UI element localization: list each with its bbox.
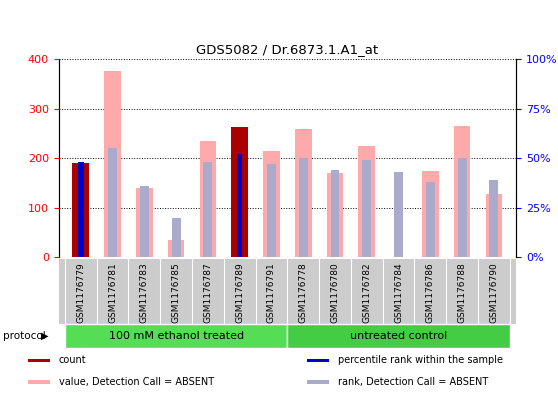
Bar	[104, 72, 121, 257]
Bar	[295, 129, 311, 257]
Bar	[307, 380, 329, 384]
Text: count: count	[59, 355, 86, 365]
Title: GDS5082 / Dr.6873.1.A1_at: GDS5082 / Dr.6873.1.A1_at	[196, 43, 378, 56]
Text: untreated control: untreated control	[350, 331, 447, 341]
Bar	[422, 171, 439, 257]
Text: GSM1176791: GSM1176791	[267, 263, 276, 323]
Text: GSM1176779: GSM1176779	[76, 263, 85, 323]
Bar	[73, 163, 89, 257]
Text: GSM1176786: GSM1176786	[426, 263, 435, 323]
Text: GSM1176790: GSM1176790	[489, 263, 498, 323]
Bar	[140, 186, 149, 257]
Text: GSM1176780: GSM1176780	[330, 263, 339, 323]
Text: GSM1176783: GSM1176783	[140, 263, 149, 323]
Bar	[485, 194, 502, 257]
Bar	[358, 146, 375, 257]
Text: protocol: protocol	[3, 331, 46, 341]
Text: percentile rank within the sample: percentile rank within the sample	[338, 355, 503, 365]
Bar	[172, 218, 181, 257]
Bar	[458, 158, 466, 257]
Bar	[65, 324, 287, 348]
Text: 100 mM ethanol treated: 100 mM ethanol treated	[109, 331, 244, 341]
Bar	[426, 182, 435, 257]
Text: value, Detection Call = ABSENT: value, Detection Call = ABSENT	[59, 377, 214, 387]
Text: GSM1176781: GSM1176781	[108, 263, 117, 323]
Bar	[235, 156, 244, 257]
Bar	[108, 148, 117, 257]
Bar	[489, 180, 498, 257]
Bar	[326, 173, 343, 257]
Text: rank, Detection Call = ABSENT: rank, Detection Call = ABSENT	[338, 377, 488, 387]
Bar	[263, 151, 280, 257]
Bar	[232, 127, 248, 257]
Bar	[362, 160, 371, 257]
Bar	[454, 126, 470, 257]
Bar	[136, 188, 153, 257]
Bar	[237, 154, 243, 257]
Text: GSM1176785: GSM1176785	[172, 263, 181, 323]
Text: ▶: ▶	[41, 331, 48, 341]
Bar	[78, 162, 84, 257]
Text: GSM1176789: GSM1176789	[235, 263, 244, 323]
Text: GSM1176784: GSM1176784	[394, 263, 403, 323]
Bar	[267, 164, 276, 257]
Bar	[168, 240, 185, 257]
Bar	[28, 380, 50, 384]
Bar	[28, 359, 50, 362]
Text: GSM1176778: GSM1176778	[299, 263, 308, 323]
Bar	[287, 324, 510, 348]
Text: GSM1176787: GSM1176787	[204, 263, 213, 323]
Text: GSM1176782: GSM1176782	[362, 263, 371, 323]
Text: GSM1176788: GSM1176788	[458, 263, 466, 323]
Bar	[299, 158, 307, 257]
Bar	[394, 172, 403, 257]
Bar	[307, 359, 329, 362]
Bar	[204, 162, 213, 257]
Bar	[330, 170, 339, 257]
Bar	[200, 141, 217, 257]
